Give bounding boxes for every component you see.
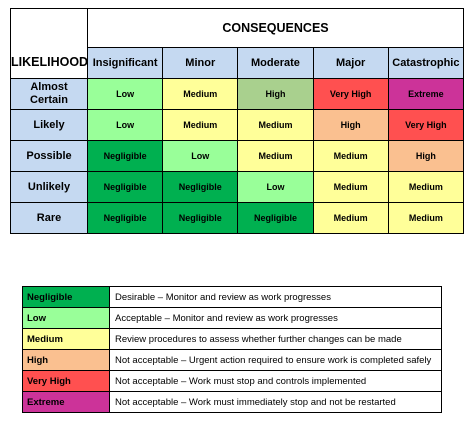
risk-cell: Extreme xyxy=(387,78,465,110)
legend-description: Not acceptable – Work must stop and cont… xyxy=(109,370,442,392)
risk-cell: Medium xyxy=(312,171,389,203)
matrix-row-unlikely: Unlikely Negligible Negligible Low Mediu… xyxy=(10,171,465,203)
likelihood-rare: Rare xyxy=(10,202,88,234)
legend-row-medium: Medium Review procedures to assess wheth… xyxy=(22,328,442,350)
risk-cell: Low xyxy=(237,171,314,203)
legend-description: Desirable – Monitor and review as work p… xyxy=(109,286,442,308)
risk-cell: Negligible xyxy=(162,171,239,203)
consequence-minor: Minor xyxy=(162,47,239,79)
likelihood-likely: Likely xyxy=(10,109,88,141)
risk-cell: Low xyxy=(86,109,164,141)
matrix-row-rare: Rare Negligible Negligible Negligible Me… xyxy=(10,202,465,234)
legend-level: Negligible xyxy=(22,286,110,308)
risk-legend-table: Negligible Desirable – Monitor and revie… xyxy=(22,286,442,413)
consequence-major: Major xyxy=(312,47,389,79)
legend-row-low: Low Acceptable – Monitor and review as w… xyxy=(22,307,442,329)
legend-row-high: High Not acceptable – Urgent action requ… xyxy=(22,349,442,371)
legend-level: Low xyxy=(22,307,110,329)
matrix-header-row: LIKELIHOOD CONSEQUENCES xyxy=(10,8,464,79)
risk-cell: Low xyxy=(86,78,164,110)
legend-level: Very High xyxy=(22,370,110,392)
risk-cell: Very High xyxy=(312,78,389,110)
matrix-row-possible: Possible Negligible Low Medium Medium Hi… xyxy=(10,140,465,172)
likelihood-header: LIKELIHOOD xyxy=(10,8,88,79)
matrix-row-likely: Likely Low Medium Medium High Very High xyxy=(10,109,465,141)
legend-level: Medium xyxy=(22,328,110,350)
risk-cell: Medium xyxy=(312,202,389,234)
risk-cell: Medium xyxy=(162,78,239,110)
legend-description: Not acceptable – Urgent action required … xyxy=(109,349,442,371)
legend-row-extreme: Extreme Not acceptable – Work must immed… xyxy=(22,391,442,413)
risk-cell: Medium xyxy=(237,109,314,141)
risk-cell: High xyxy=(312,109,389,141)
risk-cell: Low xyxy=(162,140,239,172)
legend-description: Review procedures to assess whether furt… xyxy=(109,328,442,350)
risk-cell: Negligible xyxy=(162,202,239,234)
consequence-levels-row: Insignificant Minor Moderate Major Catas… xyxy=(11,47,465,79)
legend-description: Acceptable – Monitor and review as work … xyxy=(109,307,442,329)
risk-matrix-table: LIKELIHOOD CONSEQUENCES Insignificant Mi… xyxy=(10,8,465,234)
risk-cell: Medium xyxy=(237,140,314,172)
legend-row-negligible: Negligible Desirable – Monitor and revie… xyxy=(22,286,442,308)
consequence-catastrophic: Catastrophic xyxy=(387,47,465,79)
risk-cell: High xyxy=(237,78,314,110)
risk-cell: Negligible xyxy=(86,202,164,234)
legend-level: High xyxy=(22,349,110,371)
risk-cell: High xyxy=(387,140,465,172)
likelihood-possible: Possible xyxy=(10,140,88,172)
risk-cell: Medium xyxy=(387,202,465,234)
risk-cell: Negligible xyxy=(86,140,164,172)
risk-cell: Negligible xyxy=(237,202,314,234)
risk-cell: Very High xyxy=(387,109,465,141)
matrix-row-almost-certain: Almost Certain Low Medium High Very High… xyxy=(10,78,465,110)
legend-level: Extreme xyxy=(22,391,110,413)
consequences-header: CONSEQUENCES xyxy=(87,8,464,48)
likelihood-unlikely: Unlikely xyxy=(10,171,88,203)
risk-cell: Negligible xyxy=(86,171,164,203)
legend-row-very-high: Very High Not acceptable – Work must sto… xyxy=(22,370,442,392)
consequence-moderate: Moderate xyxy=(237,47,314,79)
consequence-insignificant: Insignificant xyxy=(86,47,164,79)
risk-cell: Medium xyxy=(387,171,465,203)
likelihood-almost-certain: Almost Certain xyxy=(10,78,88,110)
legend-description: Not acceptable – Work must immediately s… xyxy=(109,391,442,413)
risk-cell: Medium xyxy=(312,140,389,172)
risk-cell: Medium xyxy=(162,109,239,141)
